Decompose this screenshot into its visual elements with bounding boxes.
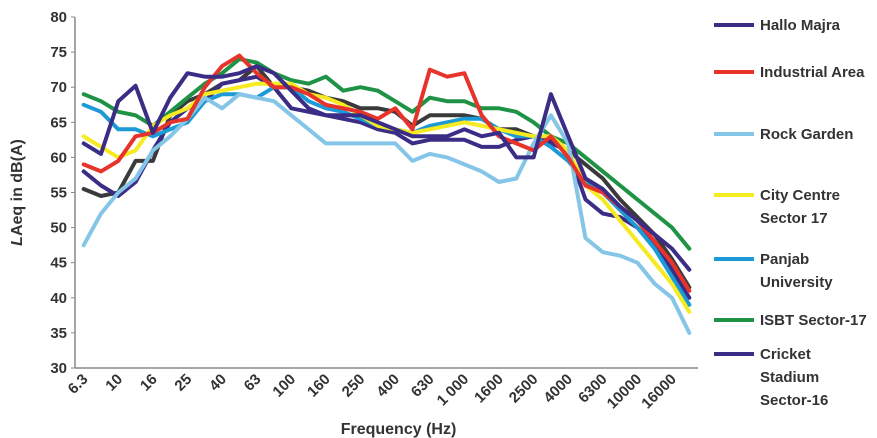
y-axis-title: LAeq in dB(A) bbox=[9, 139, 26, 246]
legend-label-1: Industrial Area bbox=[760, 64, 865, 81]
y-tick-label: 50 bbox=[50, 220, 67, 237]
x-tick-label: 400 bbox=[373, 371, 403, 401]
series-line-7 bbox=[81, 64, 692, 290]
legend-label-5: ISBT Sector-17 bbox=[760, 312, 867, 329]
legend-label-0: Hallo Majra bbox=[760, 17, 841, 34]
plot-area bbox=[81, 53, 692, 335]
y-tick-label: 40 bbox=[50, 290, 67, 307]
legend-label-4: Panjab University bbox=[760, 251, 833, 291]
y-tick-label: 70 bbox=[50, 79, 67, 96]
y-tick-label: 55 bbox=[50, 185, 67, 202]
x-tick-label: 10 bbox=[102, 371, 126, 395]
x-tick-label: 160 bbox=[304, 371, 334, 401]
x-tick-label: 100 bbox=[269, 371, 299, 401]
legend-label-6: Cricket Stadium Sector-16 bbox=[760, 346, 828, 409]
series-line-0 bbox=[81, 64, 692, 272]
x-tick-label: 4000 bbox=[540, 371, 576, 407]
x-axis-title: Frequency (Hz) bbox=[341, 421, 457, 438]
y-tick-labels: 30 35 40 45 50 55 60 65 70 75 80 bbox=[50, 9, 67, 377]
y-axis-title-rest: Aeq in dB(A) bbox=[9, 139, 26, 236]
y-tick-label: 60 bbox=[50, 149, 67, 166]
y-tick-label: 80 bbox=[50, 9, 67, 26]
x-tick-label: 10000 bbox=[604, 371, 646, 413]
series-line-5 bbox=[81, 57, 692, 251]
x-tick-label: 630 bbox=[408, 371, 438, 401]
y-tick-label: 45 bbox=[50, 255, 67, 272]
y-tick-label: 35 bbox=[50, 325, 67, 342]
y-tick-label: 65 bbox=[50, 114, 67, 131]
x-tick-label: 6.3 bbox=[65, 371, 92, 398]
x-tick-label: 40 bbox=[206, 371, 230, 395]
legend: Hallo Majra Industrial Area Rock Garden Cit… bbox=[714, 17, 867, 409]
x-tick-label: 1600 bbox=[471, 371, 507, 407]
axes bbox=[71, 16, 698, 369]
y-tick-label: 30 bbox=[50, 360, 67, 377]
y-axis-title-italic: L bbox=[9, 236, 26, 246]
series-line-1 bbox=[81, 53, 692, 293]
x-tick-label: 2500 bbox=[506, 371, 542, 407]
legend-label-3: City Centre Sector 17 bbox=[760, 187, 840, 227]
y-tick-label: 75 bbox=[50, 44, 67, 61]
series-line-2 bbox=[81, 92, 692, 335]
x-tick-label: 25 bbox=[171, 371, 195, 395]
x-tick-label: 63 bbox=[241, 371, 265, 395]
legend-label-2: Rock Garden bbox=[760, 126, 853, 143]
x-tick-label: 16000 bbox=[638, 371, 680, 413]
x-tick-label: 1 000 bbox=[434, 371, 473, 410]
x-tick-label: 250 bbox=[339, 371, 369, 401]
x-tick-label: 16 bbox=[137, 371, 161, 395]
